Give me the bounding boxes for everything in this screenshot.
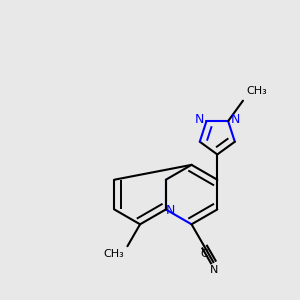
Text: N: N xyxy=(210,265,218,275)
Text: N: N xyxy=(194,113,204,126)
Text: N: N xyxy=(166,204,175,218)
Text: N: N xyxy=(231,113,240,126)
Text: C: C xyxy=(200,249,208,259)
Text: CH₃: CH₃ xyxy=(246,86,267,96)
Text: CH₃: CH₃ xyxy=(104,249,124,259)
